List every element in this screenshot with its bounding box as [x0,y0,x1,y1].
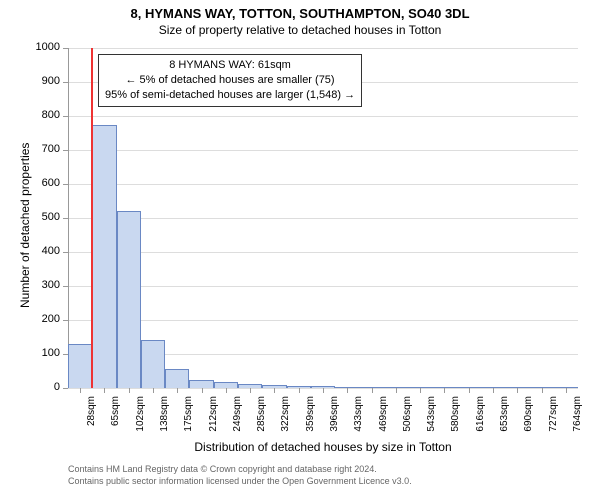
y-tick-mark [63,150,68,151]
x-tick-mark [444,388,445,393]
annotation-line1: 8 HYMANS WAY: 61sqm [105,58,355,73]
x-tick-label: 616sqm [475,396,486,446]
x-tick-label: 469sqm [378,396,389,446]
y-tick-label: 600 [28,177,60,189]
histogram-bar [92,125,116,389]
footer-line2: Contains public sector information licen… [68,476,412,488]
x-tick-label: 102sqm [135,396,146,446]
y-tick-mark [63,252,68,253]
y-tick-mark [63,116,68,117]
x-tick-mark [542,388,543,393]
y-axis-line [68,48,69,388]
grid-line [68,116,578,117]
grid-line [68,48,578,49]
annotation-box: 8 HYMANS WAY: 61sqm← 5% of detached hous… [98,54,362,107]
y-tick-label: 300 [28,279,60,291]
y-tick-label: 400 [28,245,60,257]
x-tick-label: 322sqm [280,396,291,446]
x-tick-label: 285sqm [256,396,267,446]
grid-line [68,320,578,321]
x-tick-label: 433sqm [353,396,364,446]
x-tick-label: 175sqm [183,396,194,446]
histogram-bar [189,380,213,389]
y-tick-mark [63,82,68,83]
x-tick-mark [469,388,470,393]
x-tick-label: 65sqm [110,396,121,446]
y-tick-mark [63,286,68,287]
x-tick-label: 396sqm [329,396,340,446]
y-tick-mark [63,388,68,389]
x-tick-mark [517,388,518,393]
y-tick-label: 800 [28,109,60,121]
y-tick-label: 1000 [28,41,60,53]
x-tick-label: 138sqm [159,396,170,446]
x-tick-label: 580sqm [450,396,461,446]
annotation-line3: 95% of semi-detached houses are larger (… [105,88,355,103]
grid-line [68,184,578,185]
chart-container: 8, HYMANS WAY, TOTTON, SOUTHAMPTON, SO40… [0,0,600,500]
x-tick-mark [299,388,300,393]
x-tick-label: 653sqm [499,396,510,446]
grid-line [68,218,578,219]
x-tick-label: 764sqm [572,396,583,446]
x-tick-mark [274,388,275,393]
x-tick-mark [104,388,105,393]
footer-line1: Contains HM Land Registry data © Crown c… [68,464,412,476]
x-tick-label: 506sqm [402,396,413,446]
y-tick-mark [63,218,68,219]
y-tick-label: 100 [28,347,60,359]
x-tick-mark [396,388,397,393]
x-tick-mark [153,388,154,393]
x-tick-mark [493,388,494,393]
histogram-bar [68,344,92,388]
x-tick-mark [323,388,324,393]
y-tick-label: 700 [28,143,60,155]
y-tick-mark [63,320,68,321]
grid-line [68,252,578,253]
histogram-bar [117,211,141,388]
x-tick-mark [566,388,567,393]
annotation-line2: ← 5% of detached houses are smaller (75) [105,73,355,88]
y-tick-label: 200 [28,313,60,325]
x-tick-mark [129,388,130,393]
x-tick-mark [347,388,348,393]
x-tick-mark [80,388,81,393]
x-tick-label: 690sqm [523,396,534,446]
x-tick-mark [226,388,227,393]
y-tick-label: 0 [28,381,60,393]
grid-line [68,286,578,287]
y-tick-mark [63,48,68,49]
histogram-bar [165,369,189,388]
y-tick-mark [63,354,68,355]
property-marker-line [91,48,93,388]
chart-title: 8, HYMANS WAY, TOTTON, SOUTHAMPTON, SO40… [0,0,600,21]
y-tick-label: 900 [28,75,60,87]
chart-subtitle: Size of property relative to detached ho… [0,21,600,37]
x-tick-mark [372,388,373,393]
y-tick-mark [63,184,68,185]
histogram-bar [141,340,165,388]
footer-attribution: Contains HM Land Registry data © Crown c… [68,464,412,487]
grid-line [68,150,578,151]
x-tick-mark [177,388,178,393]
x-tick-mark [250,388,251,393]
x-tick-label: 28sqm [86,396,97,446]
x-tick-label: 727sqm [548,396,559,446]
x-tick-label: 249sqm [232,396,243,446]
x-tick-mark [420,388,421,393]
y-tick-label: 500 [28,211,60,223]
x-tick-mark [202,388,203,393]
x-tick-label: 212sqm [208,396,219,446]
x-tick-label: 359sqm [305,396,316,446]
x-tick-label: 543sqm [426,396,437,446]
